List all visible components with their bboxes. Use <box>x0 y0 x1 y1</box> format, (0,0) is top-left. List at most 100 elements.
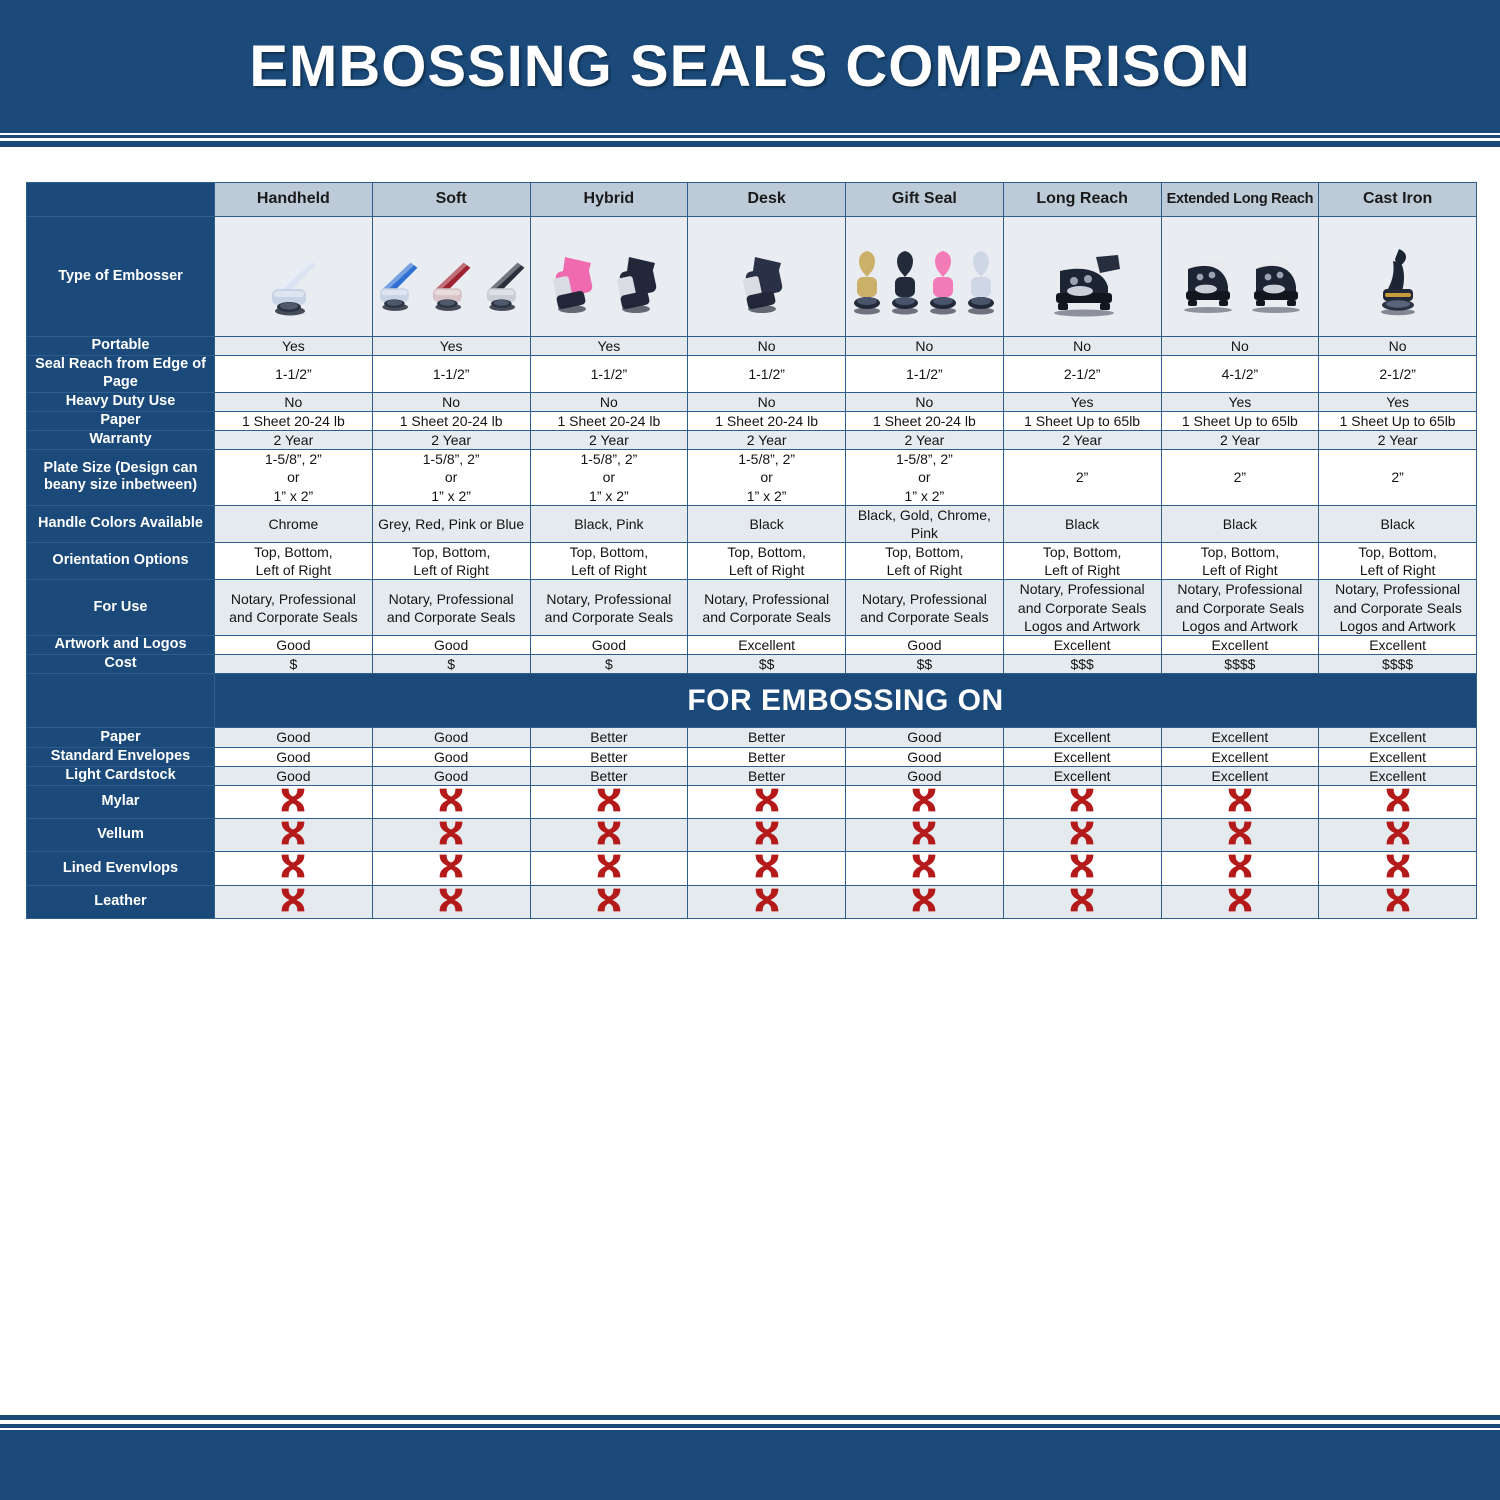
cell-lined-evenvlops-cast-iron <box>1318 851 1477 886</box>
cell-artwork-and-logos-soft: Good <box>371 634 531 656</box>
cell-lined-evenvlops-soft <box>371 851 531 886</box>
table-row: Paper 1 Sheet 20-24 lb 1 Sheet 20-24 lb 1 S… <box>26 410 1477 431</box>
cell-plate-size-design-can-beany-size-inbetween-hybrid: 1-5/8”, 2” or 1” x 2” <box>529 449 689 506</box>
x-mark-icon <box>437 886 465 914</box>
cell-artwork-and-logos-handheld: Good <box>214 634 373 656</box>
row-label-light-cardstock: Light Cardstock <box>26 765 215 786</box>
row-label-lined-evenvlops: Lined Evenvlops <box>26 851 215 886</box>
x-mark-icon <box>595 819 623 847</box>
cell-heavy-duty-use-desk: No <box>687 391 846 412</box>
cell-vellum-desk <box>687 818 846 853</box>
cell-vellum-handheld <box>214 818 373 853</box>
cell-plate-size-design-can-beany-size-inbetween-soft: 1-5/8”, 2” or 1” x 2” <box>371 449 531 506</box>
column-header-gift-seal[interactable]: Gift Seal <box>845 182 1004 217</box>
table-row: Paper Good Good Better Better Good Excellent Ex… <box>26 727 1477 748</box>
column-header-cast-iron[interactable]: Cast Iron <box>1318 182 1477 217</box>
table-row: Type of Embosser <box>26 216 1477 337</box>
cell-orientation-options-soft: Top, Bottom, Left of Right <box>371 542 531 581</box>
x-mark-icon <box>1226 886 1254 914</box>
column-header-long-reach[interactable]: Long Reach <box>1002 182 1162 217</box>
table-corner-cell <box>26 182 215 217</box>
cell-cost-hybrid: $ <box>529 654 689 675</box>
cell-cost-cast-iron: $$$$ <box>1318 654 1477 675</box>
column-header-soft[interactable]: Soft <box>371 182 531 217</box>
embosser-image-cell-long-reach <box>1002 216 1162 337</box>
embosser-cast-iron-icon <box>1319 237 1476 317</box>
column-header-handheld[interactable]: Handheld <box>214 182 373 217</box>
row-label-standard-envelopes: Standard Envelopes <box>26 746 215 767</box>
cell-light-cardstock-hybrid: Better <box>529 765 689 786</box>
row-label-plate-size-design-can-beany-size-inbetween: Plate Size (Design can beany size inbetw… <box>26 449 215 506</box>
footer-divider-line-1 <box>0 1415 1500 1420</box>
table-row: Light Cardstock Good Good Better Better Good E… <box>26 765 1477 786</box>
embosser-image-cell-cast-iron <box>1318 216 1477 337</box>
cell-leather-desk <box>687 884 846 919</box>
section-band-row: FOR EMBOSSING ON <box>26 673 1477 729</box>
x-mark-icon <box>1384 852 1412 880</box>
x-mark-icon <box>1068 886 1096 914</box>
cell-mylar-extended-long-reach <box>1160 784 1320 820</box>
x-mark-icon <box>1068 819 1096 847</box>
cell-heavy-duty-use-handheld: No <box>214 391 373 412</box>
cell-seal-reach-from-edge-of-page-desk: 1-1/2” <box>687 355 846 393</box>
cell-standard-envelopes-hybrid: Better <box>529 746 689 767</box>
row-label-warranty: Warranty <box>26 429 215 451</box>
cell-standard-envelopes-gift-seal: Good <box>845 746 1004 767</box>
row-label-orientation-options: Orientation Options <box>26 542 215 581</box>
cell-light-cardstock-handheld: Good <box>214 765 373 786</box>
x-mark-icon <box>279 786 307 814</box>
cell-lined-evenvlops-long-reach <box>1002 851 1162 886</box>
cell-standard-envelopes-handheld: Good <box>214 746 373 767</box>
cell-warranty-desk: 2 Year <box>687 429 846 451</box>
x-mark-icon <box>437 819 465 847</box>
cell-mylar-long-reach <box>1002 784 1162 820</box>
column-header-desk[interactable]: Desk <box>687 182 846 217</box>
column-header-hybrid[interactable]: Hybrid <box>529 182 689 217</box>
row-label-for-use: For Use <box>26 579 215 636</box>
cell-heavy-duty-use-cast-iron: Yes <box>1318 391 1477 412</box>
x-mark-icon <box>279 886 307 914</box>
cell-paper-cast-iron: 1 Sheet Up to 65lb <box>1318 410 1477 431</box>
cell-leather-long-reach <box>1002 884 1162 919</box>
table-row: Lined Evenvlops <box>26 851 1477 886</box>
x-mark-icon <box>1226 852 1254 880</box>
x-mark-icon <box>910 852 938 880</box>
footer-divider-line-2 <box>0 1424 1500 1428</box>
cell-paper-gift-seal: 1 Sheet 20-24 lb <box>845 410 1004 431</box>
row-label-paper: Paper <box>26 410 215 431</box>
cell-heavy-duty-use-long-reach: Yes <box>1002 391 1162 412</box>
cell-mylar-cast-iron <box>1318 784 1477 820</box>
cell-orientation-options-cast-iron: Top, Bottom, Left of Right <box>1318 542 1477 581</box>
cell-leather-handheld <box>214 884 373 919</box>
cell-portable-hybrid: Yes <box>529 335 689 357</box>
cell-handle-colors-available-gift-seal: Black, Gold, Chrome, Pink <box>845 504 1004 544</box>
cell-portable-desk: No <box>687 335 846 357</box>
cell-handle-colors-available-handheld: Chrome <box>214 504 373 544</box>
cell-orientation-options-extended-long-reach: Top, Bottom, Left of Right <box>1160 542 1320 581</box>
table-row: Artwork and Logos Good Good Good Excellent Go… <box>26 634 1477 656</box>
embosser-handheld-icon <box>215 237 372 317</box>
embosser-image-cell-extended-long-reach <box>1160 216 1320 337</box>
table-row: Seal Reach from Edge of Page 1-1/2” 1-1/2”… <box>26 355 1477 393</box>
cell-standard-envelopes-cast-iron: Excellent <box>1318 746 1477 767</box>
table-row: Warranty 2 Year 2 Year 2 Year 2 Year 2 Year 2 … <box>26 429 1477 451</box>
embossing-seals-comparison-table: Handheld Soft Hybrid Desk Gift Seal Long… <box>26 182 1477 919</box>
cell-for-use-long-reach: Notary, Professional and Corporate Seals L… <box>1002 579 1162 636</box>
cell-warranty-hybrid: 2 Year <box>529 429 689 451</box>
cell-cost-gift-seal: $$ <box>845 654 1004 675</box>
column-header-extended-long-reach[interactable]: Extended Long Reach <box>1160 182 1320 217</box>
cell-portable-long-reach: No <box>1002 335 1162 357</box>
cell-paper-long-reach: Excellent <box>1002 727 1162 748</box>
cell-artwork-and-logos-cast-iron: Excellent <box>1318 634 1477 656</box>
x-mark-icon <box>1384 786 1412 814</box>
cell-artwork-and-logos-desk: Excellent <box>687 634 846 656</box>
embosser-desk-icon <box>688 237 845 317</box>
row-label-artwork-and-logos: Artwork and Logos <box>26 634 215 656</box>
cell-mylar-handheld <box>214 784 373 820</box>
cell-mylar-gift-seal <box>845 784 1004 820</box>
header-banner: EMBOSSING SEALS COMPARISON <box>0 0 1500 133</box>
cell-portable-gift-seal: No <box>845 335 1004 357</box>
table-row: For Use Notary, Professional and Corporate… <box>26 579 1477 636</box>
cell-plate-size-design-can-beany-size-inbetween-cast-iron: 2” <box>1318 449 1477 506</box>
